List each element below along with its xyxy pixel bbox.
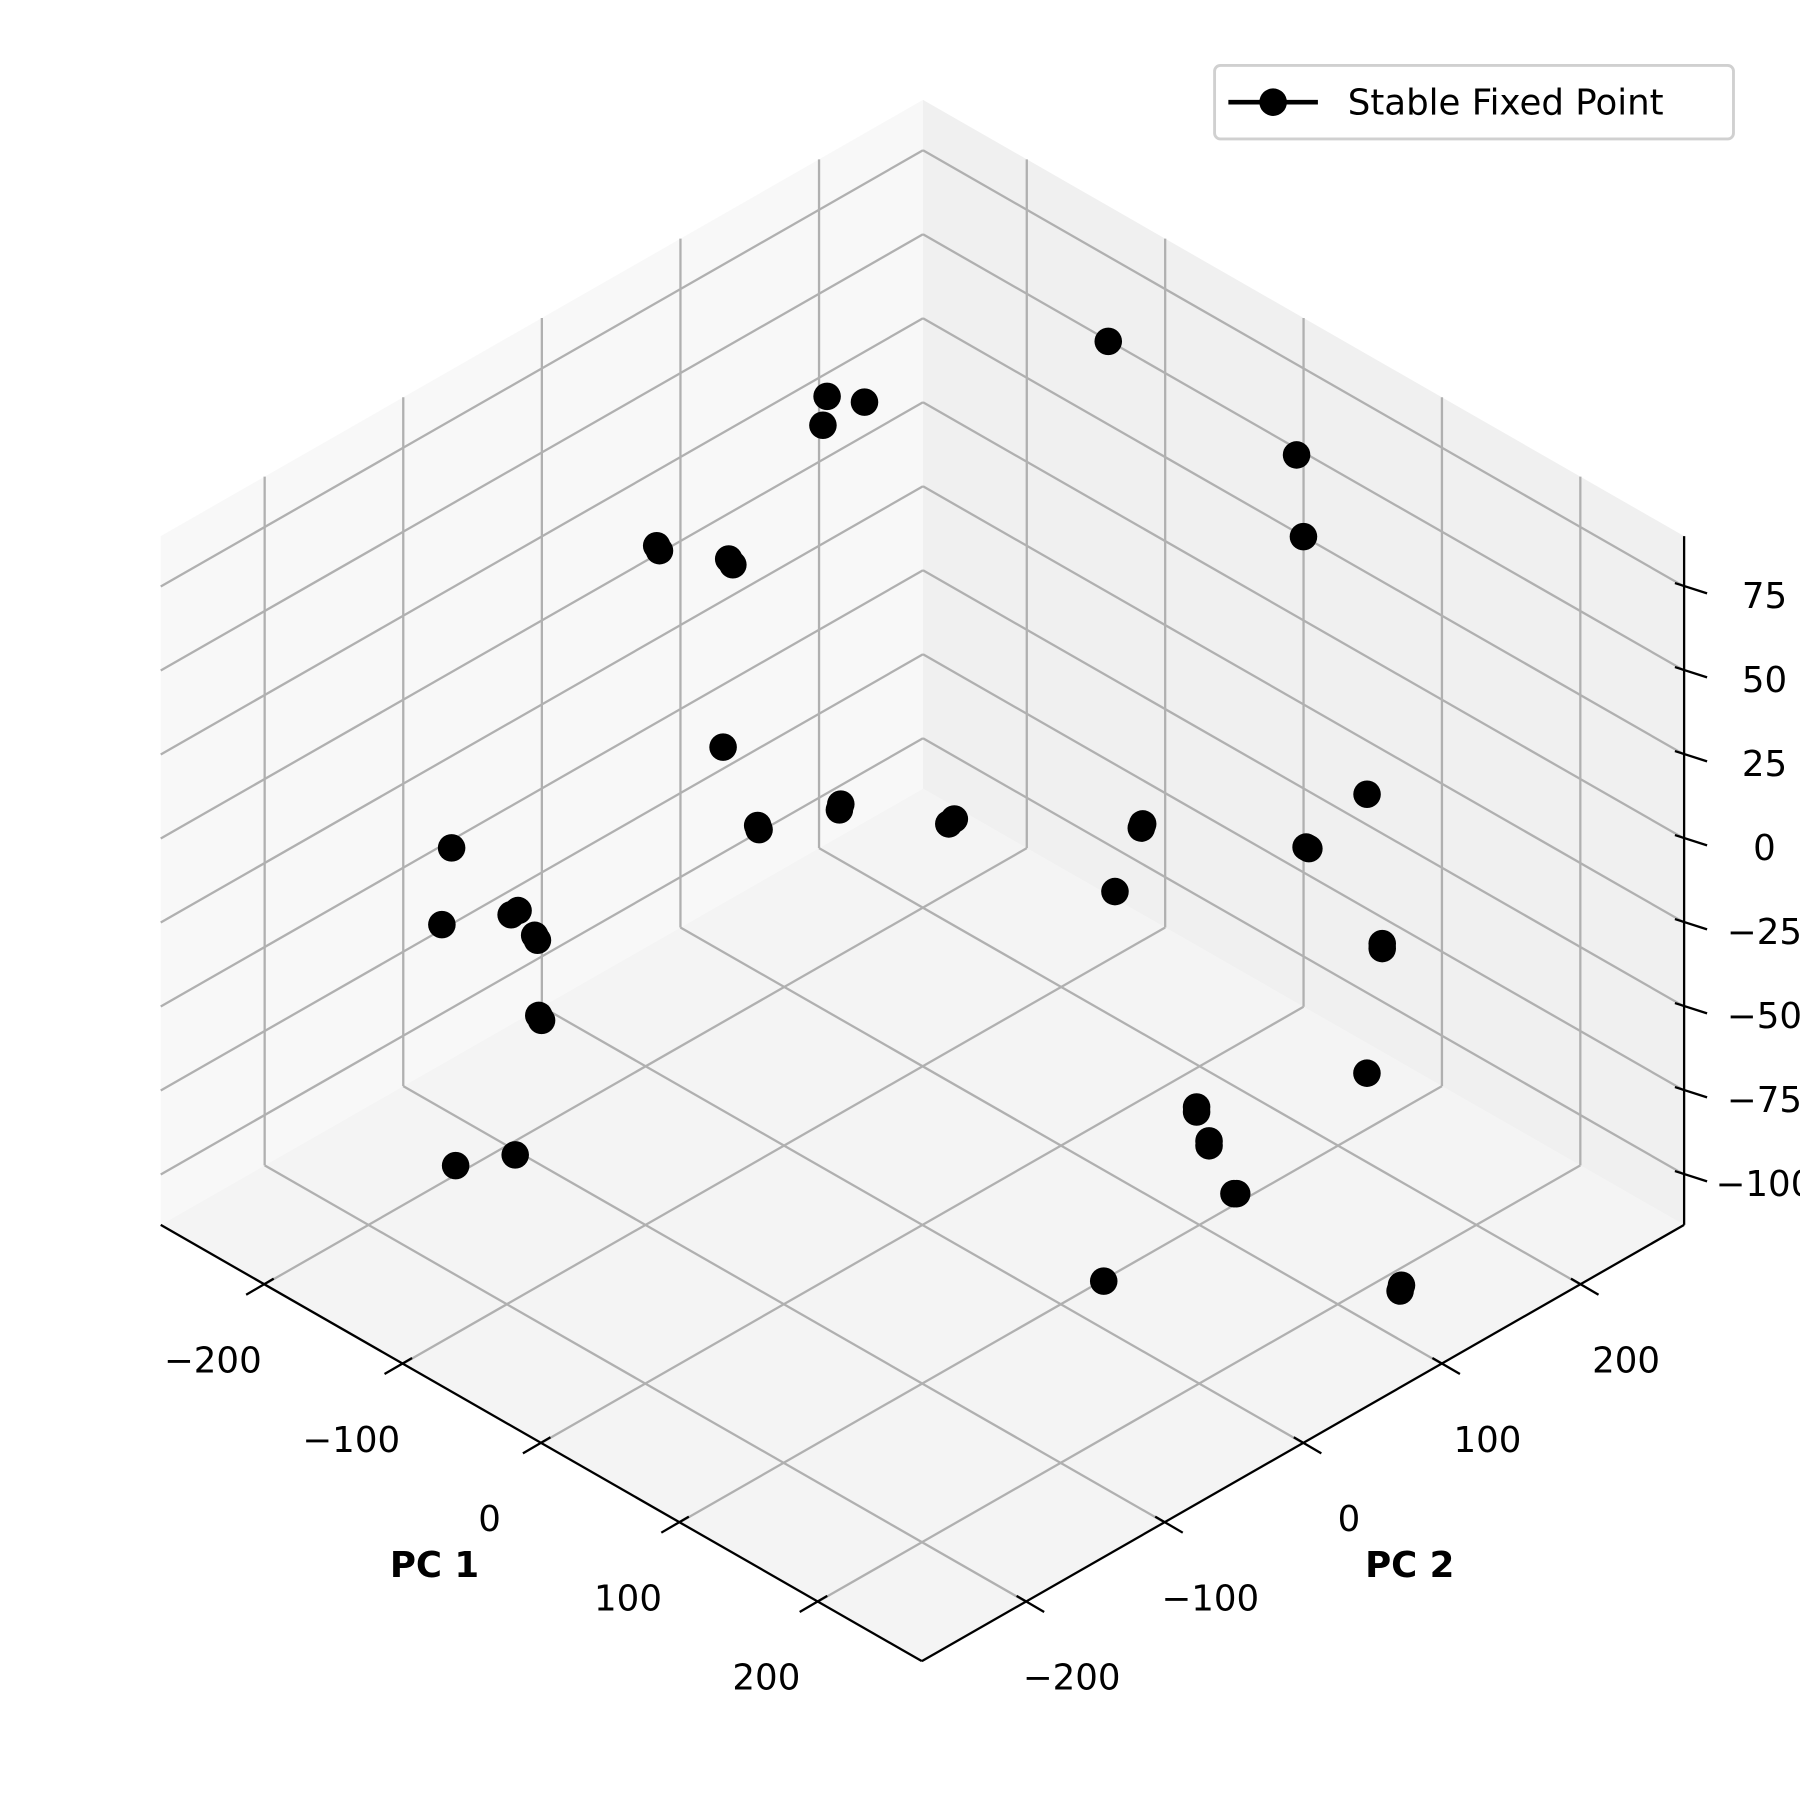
data-point [501,1141,529,1169]
z-tick-label: −100 [1716,1164,1800,1205]
grid-line [160,569,924,1008]
data-point [1295,834,1323,863]
z-tick [1674,749,1708,763]
x-tick [799,1594,828,1613]
grid-line [264,1164,1027,1603]
data-point [935,810,963,838]
grid-line [922,149,1685,588]
z-tick-label: 0 [1753,828,1776,869]
grid-line [818,847,1581,1286]
data-point [809,411,837,440]
z-tick [1674,1001,1708,1015]
z-tick-label: 50 [1742,660,1787,701]
z-tick [1674,1169,1708,1183]
y-tick [1431,1356,1461,1376]
z-tick-label: −75 [1727,1080,1800,1121]
y-axis-label: PC 2 [1365,1545,1454,1586]
legend-label: Stable Fixed Point [1348,82,1664,123]
z-tick [1674,665,1708,679]
data-point [428,910,456,939]
grid-line [922,485,1685,924]
data-point [1368,934,1397,963]
x-axis-label: PC 1 [390,1545,479,1586]
data-point [437,834,466,862]
data-point [719,550,747,579]
z-tick-label: −50 [1727,996,1800,1037]
z-tick [1674,581,1708,595]
data-point [1182,1098,1211,1126]
grid-line [402,1085,1165,1524]
x-tick-label: 100 [594,1578,662,1619]
x-tick [522,1436,552,1455]
z-tick-label: −25 [1727,912,1800,953]
data-point [1282,441,1311,469]
legend-marker [1259,88,1287,116]
y-tick [1016,1594,1045,1613]
z-tick [1674,833,1708,847]
grid-line [541,1005,1304,1445]
data-point [1353,780,1381,809]
legend-box [1213,64,1735,141]
data-point [1289,522,1318,551]
x-tick-label: 200 [732,1658,800,1699]
z-tick-label: 75 [1742,576,1787,617]
y-tick [1154,1515,1184,1534]
data-point [527,1006,556,1035]
grid-line [922,569,1685,1008]
data-point [1353,1059,1381,1087]
y-tick-label: −200 [1023,1658,1121,1699]
y-tick-label: 100 [1454,1420,1522,1461]
data-point [1094,327,1123,356]
z-tick [1674,917,1708,931]
grid-line [160,233,924,672]
plot: −200 −100 0 100 200 −200 −100 0 100 200 −100 −75 −50… [160,64,1800,1699]
x-tick [383,1356,413,1376]
z-tick-label: 25 [1742,744,1787,785]
y-tick [1570,1277,1600,1296]
grid-line [160,401,924,840]
data-point [825,796,854,824]
data-point [441,1151,470,1180]
grid-line [160,149,924,588]
data-point [497,900,525,929]
data-point [1195,1132,1223,1160]
data-point [1101,877,1129,906]
x-tick-label: 0 [478,1499,501,1540]
grid-line [922,401,1685,840]
data-point [813,382,841,411]
y-tick-label: −100 [1161,1578,1259,1619]
data-point [523,926,552,955]
data-point [1127,814,1156,842]
grid-line [922,653,1685,1092]
grid-line [160,737,924,1176]
grid-line [679,926,1443,1365]
x-tick-label: −100 [302,1420,400,1461]
y-tick-label: 200 [1592,1340,1660,1381]
z-tick [1674,1085,1708,1099]
data-point [1386,1277,1414,1305]
y-tick [1293,1436,1322,1455]
data-point [1222,1179,1251,1208]
data-point [850,388,879,416]
x-tick [245,1277,275,1296]
data-point [1089,1267,1118,1295]
grid-line [160,653,924,1092]
grid-line [922,737,1685,1176]
y-tick-label: 0 [1338,1499,1361,1540]
data-point [645,536,674,565]
x-tick-label: −200 [164,1340,262,1381]
data-point [709,733,737,761]
data-point [745,815,773,844]
grid-line [160,317,924,756]
grid-line [160,485,924,924]
x-tick [660,1515,690,1534]
